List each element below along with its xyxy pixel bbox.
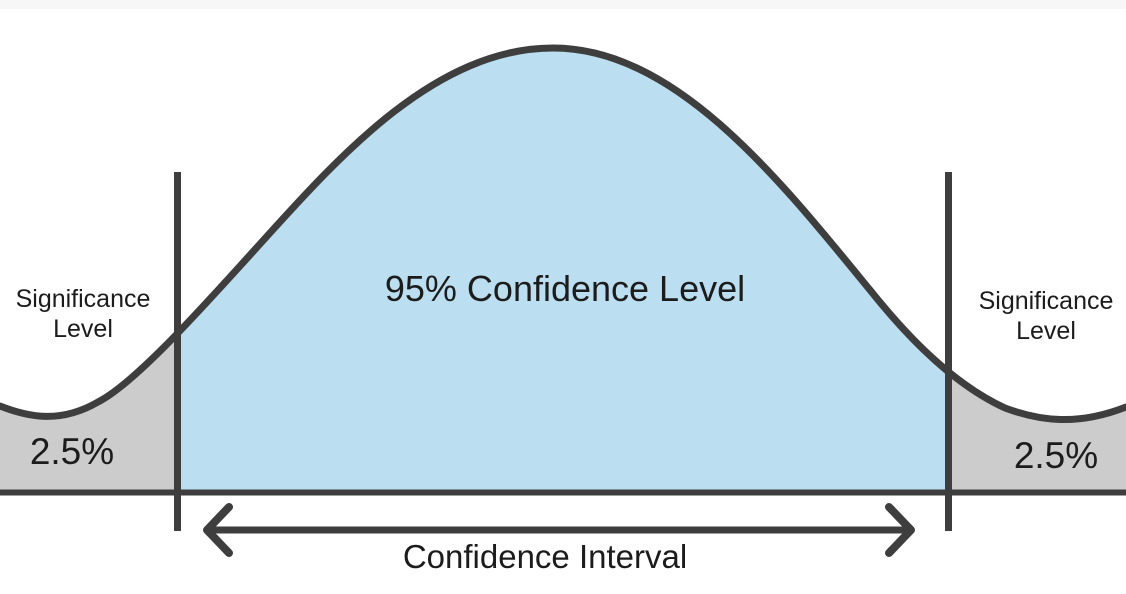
confidence-interval-label: Confidence Interval — [402, 538, 688, 575]
right-significance-label: Significance Level — [963, 286, 1126, 346]
normal-curve — [0, 44, 1126, 423]
left-significance-label-line2: Level — [53, 315, 113, 343]
top-edge-strip — [0, 0, 1126, 9]
right-tail-percentage: 2.5% — [1013, 435, 1099, 476]
right-significance-label-line2: Level — [1016, 317, 1076, 345]
arrow-left-head-icon — [203, 503, 233, 557]
left-significance-label: Significance Level — [0, 284, 166, 344]
confidence-level-label: 95% Confidence Level — [384, 268, 746, 309]
left-significance-label-line1: Significance — [15, 285, 151, 313]
arrow-right-head-icon — [885, 503, 915, 557]
left-tail-percentage: 2.5% — [29, 431, 115, 472]
right-significance-label-line1: Significance — [978, 287, 1114, 315]
